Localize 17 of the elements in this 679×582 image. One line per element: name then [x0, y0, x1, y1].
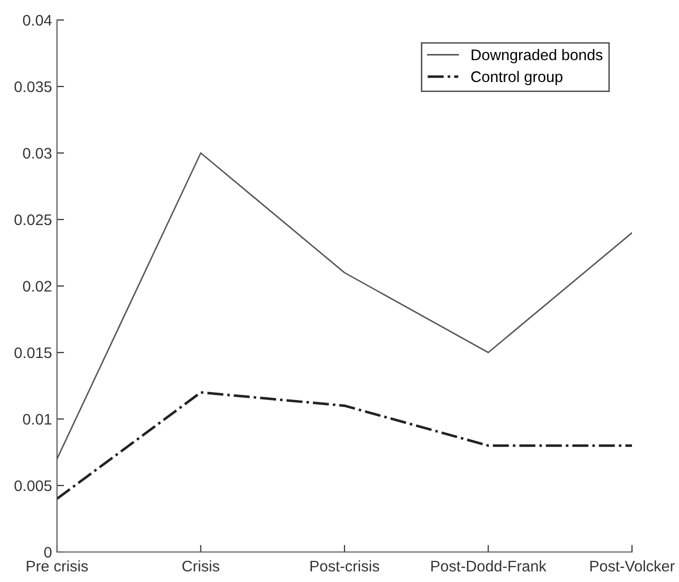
y-tick-label: 0.005	[14, 480, 52, 492]
y-tick-label: 0.035	[14, 81, 52, 92]
y-tick-label: 0.015	[14, 347, 52, 358]
legend-label: Downgraded bonds	[472, 49, 602, 64]
x-tick-label: Crisis	[182, 560, 220, 572]
y-tick-label: 0	[44, 546, 52, 558]
y-tick-label: 0.01	[23, 414, 52, 425]
x-tick-label: Post-crisis	[310, 560, 380, 572]
y-tick-label: 0.04	[23, 14, 52, 26]
x-tick-label: Pre crisis	[26, 560, 88, 572]
line-series	[57, 391, 632, 500]
y-tick-label: 0.025	[14, 214, 52, 226]
legend-label: Control group	[471, 70, 562, 86]
x-tick-label: Post-Dodd-Frank	[431, 560, 546, 572]
y-tick-label: 0.02	[23, 280, 52, 292]
y-tick-label: 0.03	[23, 148, 52, 159]
x-tick-label: Post-Volcker	[590, 560, 675, 572]
